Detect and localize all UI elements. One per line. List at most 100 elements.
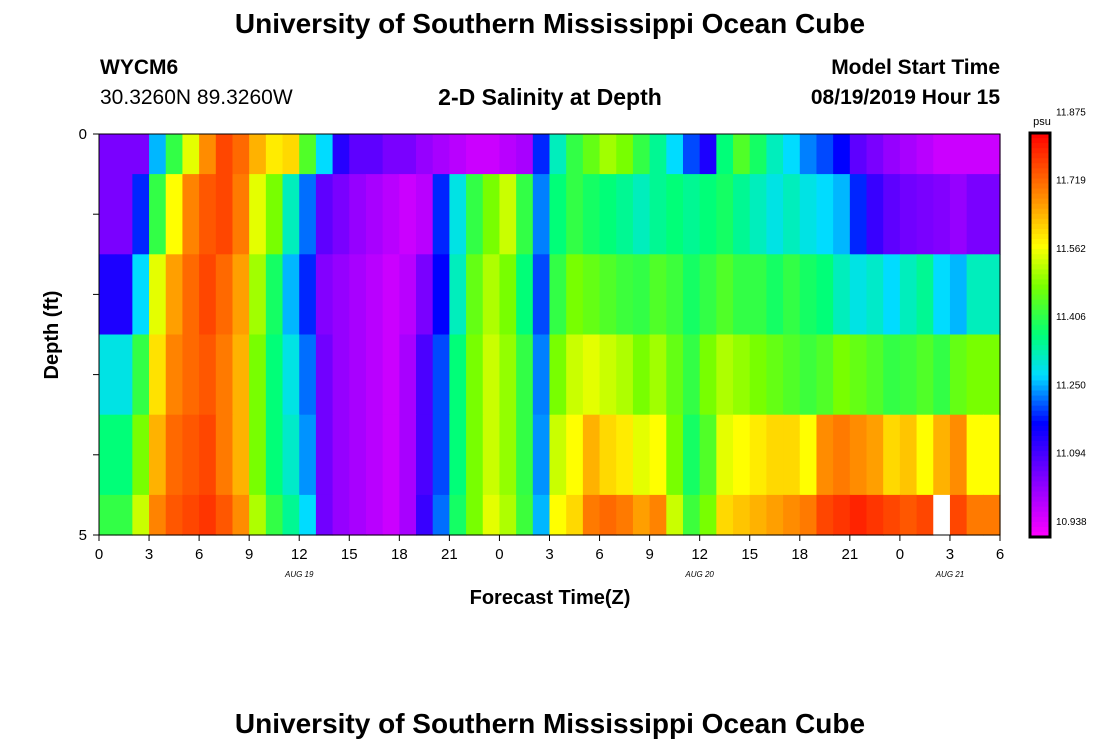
heatmap-cell <box>199 134 217 175</box>
heatmap-cell <box>783 254 801 336</box>
colorbar-swatch <box>1030 239 1050 245</box>
heatmap-cell <box>449 494 467 536</box>
heatmap-cell <box>99 414 117 496</box>
heatmap-cell <box>482 414 501 496</box>
colorbar-swatch <box>1030 380 1050 387</box>
heatmap-cell <box>265 134 284 175</box>
heatmap-cell <box>282 494 300 536</box>
heatmap-cell <box>816 254 834 336</box>
heatmap-cell <box>332 134 350 175</box>
heatmap-cell <box>499 494 517 536</box>
heatmap-cell <box>883 334 901 416</box>
heatmap-cell <box>132 414 150 496</box>
heatmap-cell <box>165 174 184 255</box>
heatmap-cell <box>149 174 167 255</box>
colorbar-swatch <box>1030 148 1050 154</box>
heatmap-cell <box>516 174 534 255</box>
heatmap-cell <box>616 334 634 416</box>
heatmap-cell <box>249 254 267 336</box>
heatmap-cell <box>949 334 968 416</box>
colorbar-swatch <box>1030 511 1050 518</box>
colorbar-swatch <box>1030 501 1050 508</box>
heatmap-cell <box>849 334 868 416</box>
colorbar-swatch <box>1030 254 1050 260</box>
colorbar-swatch <box>1030 193 1050 200</box>
heatmap-cell <box>299 174 317 255</box>
heatmap-cell <box>916 254 934 336</box>
top-title: University of Southern Mississippi Ocean… <box>234 8 866 39</box>
colorbar-swatch <box>1030 259 1050 265</box>
x-tick-label: 18 <box>791 546 808 563</box>
heatmap-cell <box>899 494 918 536</box>
heatmap-cell <box>799 414 818 496</box>
colorbar-swatch <box>1030 471 1050 477</box>
heatmap-cell <box>899 334 918 416</box>
heatmap-cell <box>549 494 567 536</box>
heatmap-cell <box>749 414 768 496</box>
heatmap-cell <box>349 254 367 336</box>
heatmap-cell <box>716 494 734 536</box>
heatmap-cell <box>799 174 818 255</box>
x-date-label: AUG 19 <box>284 570 314 579</box>
heatmap-cell <box>799 254 818 336</box>
colorbar-swatch <box>1030 213 1050 220</box>
x-axis-title: Forecast Time(Z) <box>470 587 631 609</box>
heatmap-cell <box>215 254 234 336</box>
bottom-title: University of Southern Mississippi Ocean… <box>234 708 866 739</box>
heatmap-cell <box>315 494 334 536</box>
heatmap-cell <box>849 494 868 536</box>
heatmap-cell <box>883 134 901 175</box>
heatmap-cell <box>466 494 484 536</box>
heatmap-cell <box>799 494 818 536</box>
heatmap-cell <box>699 334 717 416</box>
colorbar-swatch <box>1030 284 1050 291</box>
colorbar-swatch <box>1030 289 1050 296</box>
heatmap-cell <box>799 134 818 175</box>
heatmap-cell <box>182 494 200 536</box>
heatmap-cell <box>783 174 801 255</box>
heatmap-cell <box>649 134 667 175</box>
colorbar-swatch <box>1030 188 1050 195</box>
colorbar-swatch <box>1030 441 1050 447</box>
heatmap-cell <box>232 134 250 175</box>
heatmap-cell <box>132 134 150 175</box>
heatmap-cell <box>899 134 918 175</box>
heatmap-cell <box>115 174 133 255</box>
heatmap-cell <box>549 334 567 416</box>
heatmap-cell <box>699 134 717 175</box>
heatmap-cell <box>716 414 734 496</box>
heatmap-cell <box>115 494 133 536</box>
colorbar-swatch <box>1030 390 1050 397</box>
heatmap-cell <box>816 174 834 255</box>
heatmap-cell <box>699 254 717 336</box>
colorbar-swatch <box>1030 143 1050 149</box>
heatmap-cell <box>866 134 884 175</box>
heatmap-cell <box>416 494 434 536</box>
colorbar-swatch <box>1030 158 1050 164</box>
heatmap-cell <box>666 134 684 175</box>
x-tick-label: 12 <box>291 546 308 563</box>
station-id: WYCM6 <box>100 56 179 79</box>
heatmap-cell <box>616 174 634 255</box>
heatmap-cell <box>883 494 901 536</box>
colorbar-swatch <box>1030 269 1050 275</box>
heatmap-cell <box>983 334 1001 416</box>
heatmap-cell <box>466 334 484 416</box>
colorbar-swatch <box>1030 279 1050 286</box>
colorbar-swatch <box>1030 249 1050 255</box>
colorbar-swatch <box>1030 299 1050 306</box>
heatmap-cell <box>215 414 234 496</box>
heatmap-cell <box>682 174 701 255</box>
heatmap-cell <box>232 494 250 536</box>
heatmap-cell <box>616 254 634 336</box>
heatmap-cell <box>582 134 601 175</box>
heatmap-cell <box>416 414 434 496</box>
heatmap-cell <box>199 334 217 416</box>
heatmap-cell <box>132 254 150 336</box>
heatmap-cell <box>232 334 250 416</box>
heatmap-cell <box>349 174 367 255</box>
heatmap-cell <box>599 174 617 255</box>
heatmap-cell <box>632 174 651 255</box>
colorbar-swatch <box>1030 178 1050 185</box>
heatmap-cell <box>666 494 684 536</box>
